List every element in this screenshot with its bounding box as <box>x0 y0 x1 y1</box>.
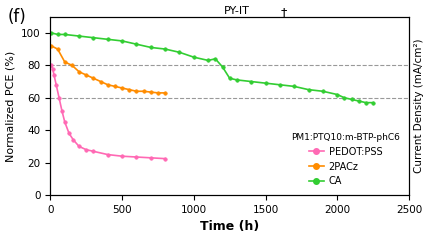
Text: †: † <box>280 6 287 19</box>
Text: (f): (f) <box>7 8 26 26</box>
Legend: PEDOT:PSS, 2PACz, CA: PEDOT:PSS, 2PACz, CA <box>287 129 404 190</box>
Text: PY-IT: PY-IT <box>224 6 250 16</box>
Y-axis label: Normalized PCE (%): Normalized PCE (%) <box>6 50 15 162</box>
X-axis label: Time (h): Time (h) <box>200 220 259 234</box>
Y-axis label: Current Density (mA/cm²): Current Density (mA/cm²) <box>415 39 424 173</box>
